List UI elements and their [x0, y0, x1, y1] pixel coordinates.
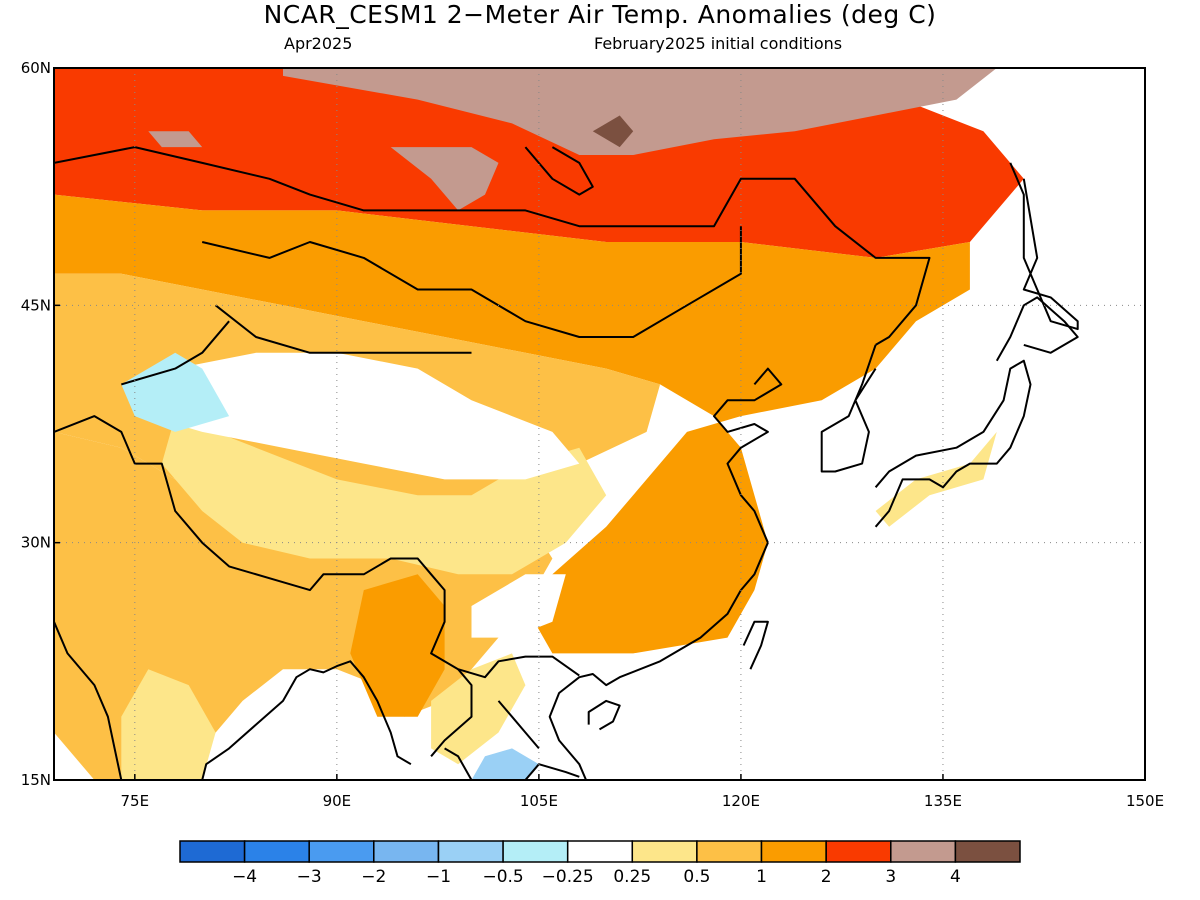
initial-conditions-label: February2025 initial conditions: [594, 34, 843, 53]
lat-tick-label: 15N: [21, 771, 51, 789]
coastline-segment: [444, 747, 473, 780]
colorbar-box: [760, 840, 827, 863]
anomaly-region-9: [161, 416, 607, 575]
coastline-segment: [54, 146, 931, 346]
colorbar-box: [502, 840, 569, 863]
anomaly-region-5: [54, 194, 970, 654]
coastline-segment: [201, 660, 412, 780]
colorbar-label: −3: [297, 867, 322, 887]
lat-tick-label: 45N: [21, 296, 51, 314]
coastline-segment: [874, 359, 1032, 528]
anomaly-region-4: [148, 131, 203, 148]
lon-tick-label: 120E: [722, 792, 760, 810]
coastline-segment: [548, 367, 783, 780]
anomaly-region-12: [875, 431, 997, 527]
coastline-segment: [121, 320, 230, 386]
coastline-segment: [497, 700, 540, 750]
colorbar-box: [243, 840, 310, 863]
colorbar-box: [566, 840, 634, 863]
colorbar-label: −2: [361, 867, 386, 887]
lon-tick-label: 75E: [121, 792, 150, 810]
lon-tick-label: 90E: [323, 792, 352, 810]
coastline-segment: [524, 763, 580, 780]
coastline-segment: [430, 668, 473, 757]
coastline-segment: [995, 296, 1079, 362]
lon-tick-label: 105E: [520, 792, 558, 810]
anomaly-region-10: [121, 669, 216, 780]
colorbar-box: [696, 840, 763, 863]
colorbar-label: −0.25: [542, 867, 594, 887]
colorbar-label: −0.5: [482, 867, 523, 887]
coastline-segment: [524, 146, 594, 196]
colorbar-box: [825, 840, 892, 863]
colorbar-box: [308, 840, 375, 863]
coastline-segment: [54, 621, 123, 780]
lon-tick-label: 135E: [924, 792, 962, 810]
colorbar-box: [954, 840, 1021, 863]
lat-tick-label: 60N: [21, 59, 51, 77]
colorbar-box: [437, 840, 504, 863]
colorbar-label: −1: [426, 867, 451, 887]
colorbar-label: 0.5: [683, 867, 710, 887]
chart-title: NCAR_CESM1 2−Meter Air Temp. Anomalies (…: [263, 0, 937, 29]
colorbar-box: [890, 840, 957, 863]
anomaly-region-3: [592, 115, 634, 148]
colorbar-box: [631, 840, 698, 863]
coastline-segment: [214, 304, 472, 354]
anomaly-region-2: [390, 147, 499, 211]
anomaly-region-14: [471, 574, 566, 638]
colorbar-label: 0.25: [613, 867, 651, 887]
anomaly-region-16: [471, 748, 539, 780]
colorbar-label: 1: [756, 867, 767, 887]
colorbar-label: 3: [885, 867, 896, 887]
map-frame: [53, 67, 1146, 781]
colorbar-label: −4: [232, 867, 257, 887]
coastline-segment: [54, 415, 580, 679]
colorbar-label: 4: [950, 867, 961, 887]
anomaly-region-13: [148, 352, 580, 480]
lon-tick-label: 150E: [1126, 792, 1164, 810]
colorbar-box: [373, 840, 440, 863]
anomaly-region-1: [283, 68, 997, 155]
axis-ticks: 60N 45N 30N 15N 75E 90E 105E 120E 135E 150E: [21, 59, 1164, 810]
anomaly-region-15: [121, 352, 230, 432]
colorbar-box: [179, 840, 246, 863]
forecast-month: Apr2025: [284, 34, 353, 53]
anomaly-region-11: [431, 653, 526, 765]
lat-tick-label: 30N: [21, 534, 51, 552]
anomaly-region-8: [350, 574, 445, 717]
colorbar-label: 2: [821, 867, 832, 887]
coastline-segment: [820, 344, 877, 473]
coastline-segment: [742, 620, 769, 670]
coastline-segment: [587, 699, 621, 731]
coastline-segment: [1009, 162, 1079, 331]
